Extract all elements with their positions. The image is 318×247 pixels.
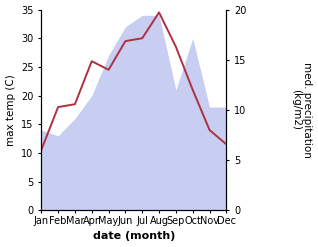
X-axis label: date (month): date (month) [93,231,175,242]
Y-axis label: max temp (C): max temp (C) [5,74,16,146]
Y-axis label: med. precipitation
(kg/m2): med. precipitation (kg/m2) [291,62,313,158]
